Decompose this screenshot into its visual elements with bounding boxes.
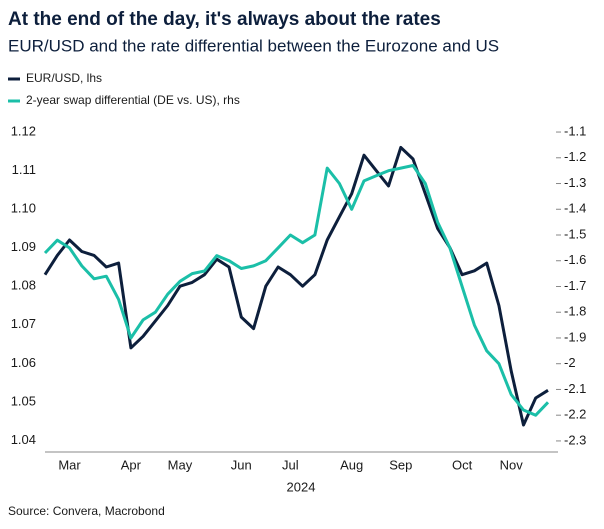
x-tick-label: May xyxy=(168,457,193,472)
y-tick-label: 1.11 xyxy=(12,162,36,177)
y-tick-label: 1.10 xyxy=(11,201,36,216)
y-tick-label: 1.08 xyxy=(11,278,36,293)
x-axis-label: 2024 xyxy=(287,479,316,494)
series-line xyxy=(43,164,550,417)
source: Source: Convera, Macrobond xyxy=(8,504,165,518)
y2-tick-label: -1.7 xyxy=(564,278,586,293)
y2-tick-label: -1.2 xyxy=(564,149,586,164)
x-tick-label: Nov xyxy=(500,457,524,472)
y-tick-label: 1.04 xyxy=(11,432,36,447)
x-tick-label: Aug xyxy=(340,457,363,472)
y-tick-label: 1.12 xyxy=(11,123,36,138)
x-tick-label: Apr xyxy=(121,457,142,472)
legend-label: 2-year swap differential (DE vs. US), rh… xyxy=(26,93,240,107)
y2-tick-label: -1.9 xyxy=(564,329,586,344)
y2-tick-label: -1.5 xyxy=(564,226,586,241)
y2-tick-label: -2.1 xyxy=(564,381,586,396)
y-tick-label: 1.09 xyxy=(11,239,36,254)
y2-tick-label: -1.8 xyxy=(564,304,586,319)
y-tick-label: 1.05 xyxy=(11,393,36,408)
y2-tick-label: -2.2 xyxy=(564,407,586,422)
y2-tick-label: -1.6 xyxy=(564,252,586,267)
x-tick-label: Mar xyxy=(58,457,81,472)
legend-label: EUR/USD, lhs xyxy=(26,71,102,85)
y2-tick-label: -1.1 xyxy=(564,123,586,138)
y2-tick-label: -2 xyxy=(564,355,576,370)
y-tick-label: 1.07 xyxy=(11,316,36,331)
series-line xyxy=(43,145,549,427)
x-tick-label: Jul xyxy=(282,457,299,472)
x-tick-label: Oct xyxy=(452,457,473,472)
x-tick-label: Jun xyxy=(231,457,252,472)
chart-title: At the end of the day, it's always about… xyxy=(8,9,441,30)
y-tick-label: 1.06 xyxy=(11,355,36,370)
y2-tick-label: -1.3 xyxy=(564,175,586,190)
x-tick-label: Sep xyxy=(389,457,412,472)
y2-tick-label: -2.3 xyxy=(564,432,586,447)
y2-tick-label: -1.4 xyxy=(564,201,586,216)
chart-subtitle: EUR/USD and the rate differential betwee… xyxy=(8,36,499,55)
